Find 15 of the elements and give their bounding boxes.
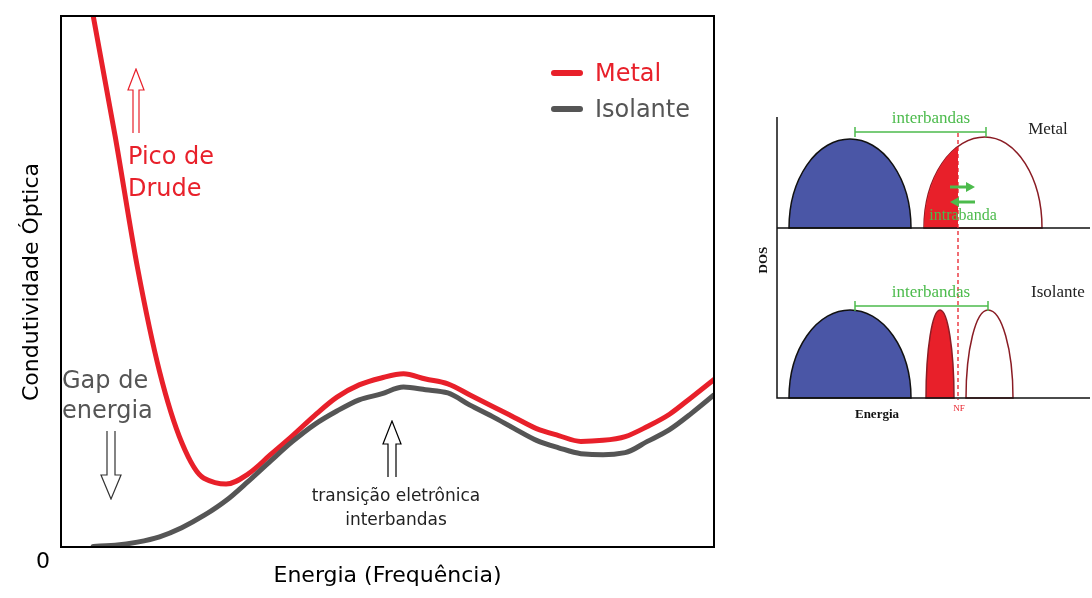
- y-axis-title: Condutividade Óptica: [17, 162, 43, 402]
- text: Metal: [1028, 119, 1069, 138]
- text: 0: [36, 548, 50, 573]
- legend-label: Metal: [593, 58, 663, 89]
- annotation: Pico de Drude: [128, 141, 216, 204]
- annotation: Gap de energia: [62, 365, 154, 425]
- text: interbandas: [891, 282, 971, 301]
- text: interbandas: [891, 108, 971, 127]
- annotation: transição eletrônica interbandas: [310, 484, 482, 531]
- text: Energia: [854, 406, 900, 421]
- text: Isolante: [1031, 282, 1085, 301]
- text: DOS: [755, 246, 770, 274]
- legend-label: Isolante: [593, 94, 690, 125]
- x-axis-title: Energia (Frequência): [272, 562, 503, 587]
- text: NF: [953, 403, 965, 413]
